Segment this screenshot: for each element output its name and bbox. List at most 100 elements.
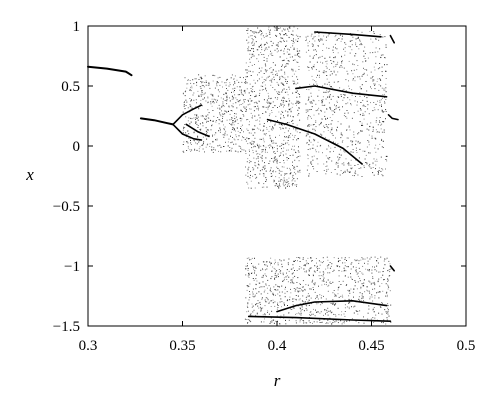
scatter-point: [323, 35, 325, 37]
scatter-point: [201, 82, 203, 84]
scatter-point: [312, 102, 313, 104]
scatter-point: [294, 54, 296, 56]
scatter-point: [369, 125, 371, 127]
scatter-point: [361, 293, 363, 295]
scatter-point: [373, 79, 375, 81]
scatter-point: [312, 166, 314, 167]
scatter-point: [289, 56, 291, 58]
scatter-point: [249, 142, 251, 144]
scatter-point: [281, 291, 283, 293]
scatter-point: [293, 298, 295, 300]
scatter-point: [383, 87, 385, 89]
scatter-point: [282, 103, 284, 105]
scatter-point: [265, 297, 267, 299]
scatter-point: [196, 102, 197, 104]
scatter-point: [224, 113, 226, 115]
scatter-point: [337, 261, 339, 263]
scatter-point: [318, 35, 320, 37]
scatter-point: [248, 92, 250, 94]
scatter-point: [270, 128, 272, 130]
scatter-point: [297, 291, 299, 293]
scatter-point: [292, 59, 294, 61]
scatter-point: [348, 45, 350, 47]
scatter-point: [359, 108, 361, 110]
scatter-point: [283, 117, 285, 119]
scatter-point: [381, 146, 383, 148]
scatter-point: [372, 172, 374, 174]
scatter-point: [263, 141, 265, 143]
scatter-point: [251, 140, 253, 142]
scatter-point: [187, 130, 189, 132]
scatter-point: [288, 36, 290, 38]
scatter-point: [379, 117, 381, 118]
scatter-point: [290, 172, 292, 174]
scatter-point: [360, 88, 362, 90]
scatter-point: [386, 294, 388, 296]
scatter-point: [315, 149, 317, 151]
scatter-point: [353, 131, 355, 133]
scatter-point: [254, 106, 256, 108]
scatter-point: [341, 163, 343, 165]
scatter-point: [302, 290, 303, 292]
scatter-point: [313, 138, 315, 140]
scatter-point: [325, 298, 327, 300]
scatter-point: [253, 296, 255, 298]
scatter-point: [353, 134, 355, 136]
scatter-point: [390, 321, 392, 323]
scatter-point: [249, 177, 251, 179]
scatter-point: [384, 279, 385, 280]
scatter-point: [273, 286, 275, 288]
scatter-point: [247, 158, 249, 160]
scatter-point: [220, 151, 222, 153]
scatter-point: [273, 26, 275, 28]
scatter-point: [261, 307, 263, 309]
scatter-point: [372, 276, 374, 278]
scatter-point: [372, 76, 374, 77]
scatter-point: [260, 293, 262, 295]
scatter-point: [299, 86, 301, 87]
scatter-point: [251, 86, 253, 88]
scatter-point: [317, 45, 319, 46]
scatter-point: [283, 88, 285, 90]
scatter-point: [385, 57, 386, 59]
scatter-point: [295, 130, 297, 132]
scatter-point: [291, 183, 293, 185]
scatter-point: [184, 91, 186, 93]
scatter-point: [237, 127, 238, 129]
scatter-point: [279, 185, 281, 187]
scatter-point: [343, 150, 345, 152]
scatter-point: [255, 41, 257, 43]
scatter-point: [372, 309, 374, 311]
scatter-point: [372, 129, 374, 131]
scatter-point: [245, 106, 247, 108]
scatter-point: [259, 123, 261, 125]
scatter-point: [324, 111, 326, 113]
scatter-point: [358, 168, 360, 169]
scatter-point: [258, 72, 260, 74]
y-tick-label: −1: [64, 259, 80, 275]
scatter-point: [276, 275, 278, 276]
scatter-point: [187, 79, 189, 81]
scatter-point: [308, 69, 310, 71]
scatter-point: [295, 70, 297, 72]
scatter-point: [277, 168, 279, 169]
scatter-point: [265, 261, 267, 263]
scatter-point: [214, 75, 216, 77]
scatter-point: [270, 291, 272, 293]
scatter-point: [271, 81, 273, 83]
scatter-point: [341, 60, 343, 62]
scatter-point: [326, 256, 328, 258]
scatter-point: [340, 94, 342, 96]
scatter-point: [220, 97, 222, 99]
scatter-point: [327, 285, 329, 287]
scatter-point: [273, 181, 275, 183]
scatter-point: [308, 96, 310, 98]
scatter-point: [239, 94, 241, 96]
scatter-point: [336, 129, 337, 131]
scatter-point: [246, 76, 248, 78]
scatter-point: [348, 301, 350, 303]
scatter-point: [212, 95, 214, 97]
scatter-point: [254, 132, 256, 134]
scatter-point: [207, 120, 209, 122]
scatter-point: [280, 82, 282, 84]
